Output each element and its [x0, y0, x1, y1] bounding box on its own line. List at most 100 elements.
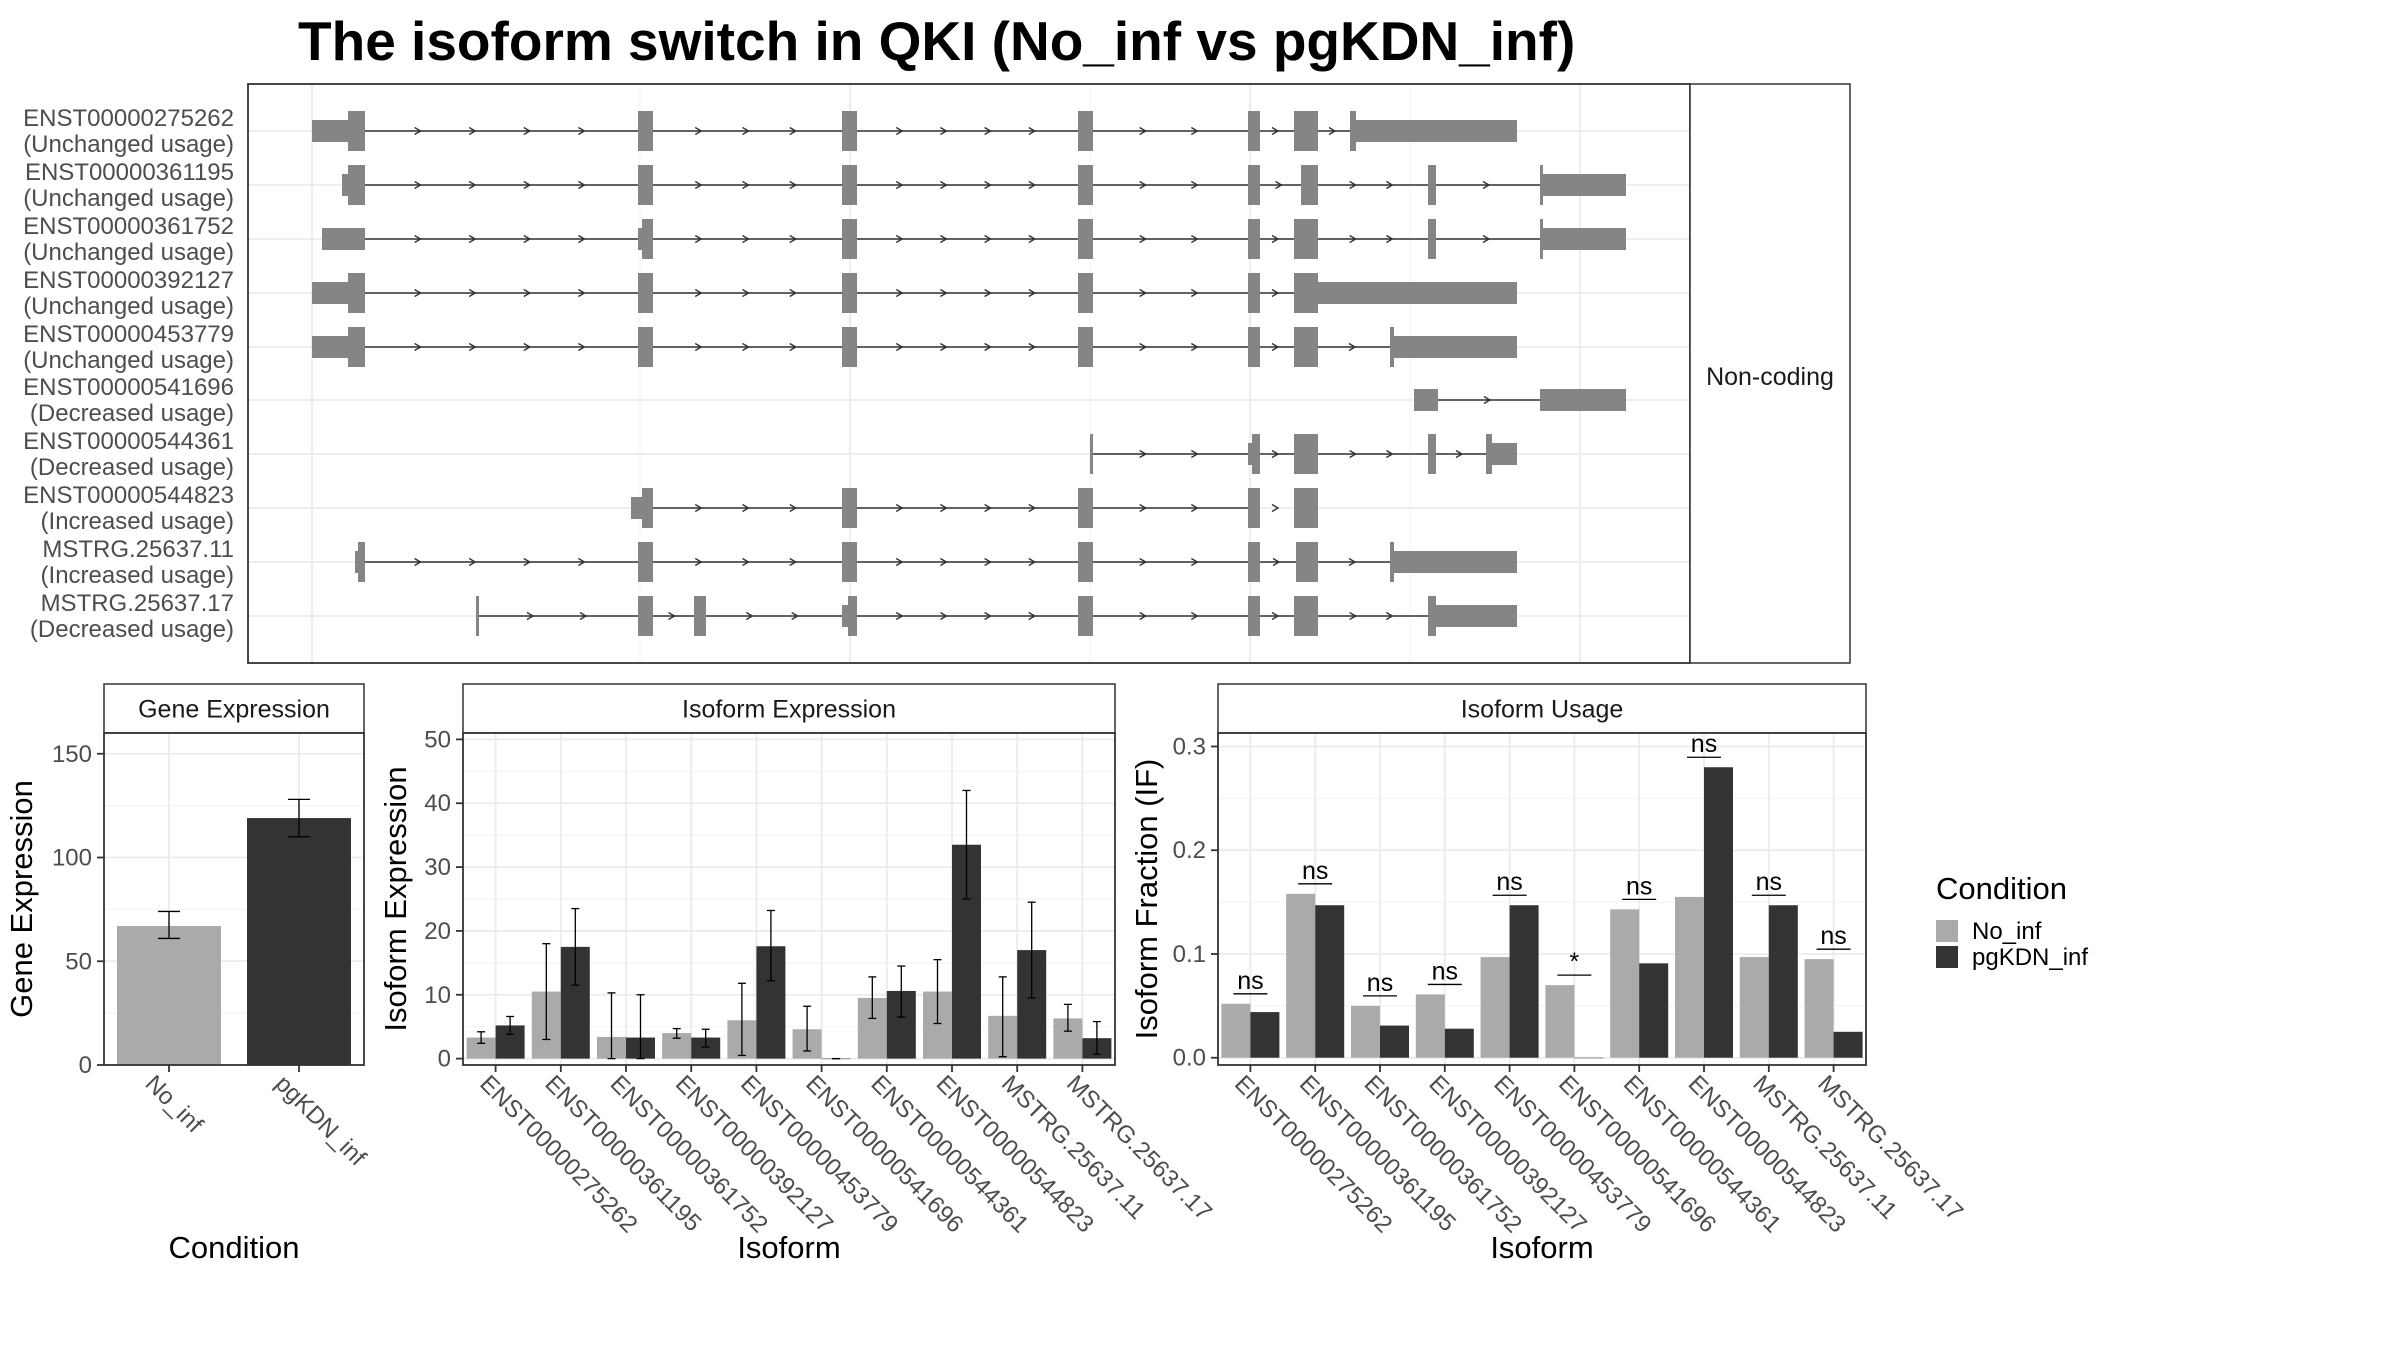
transcript-id-label: ENST00000541696: [23, 374, 234, 401]
significance-label: ns: [1367, 969, 1393, 997]
coding-exon: [1350, 111, 1356, 151]
coding-exon: [1078, 219, 1093, 259]
intron-arrow-icon: [1328, 126, 1337, 136]
coding-exon: [1248, 596, 1260, 636]
utr-exon: [1248, 443, 1252, 465]
panel-border: [1217, 732, 1867, 1066]
significance-label: ns: [1496, 868, 1522, 896]
intron-arrow-icon: [523, 342, 532, 352]
intron-arrow-icon: [1139, 557, 1148, 567]
bar-no_inf: [1480, 957, 1510, 1058]
utr-exon: [312, 282, 348, 304]
intron-arrow-icon: [414, 288, 422, 298]
intron-arrow-icon: [1271, 342, 1280, 352]
coding-exon: [348, 273, 365, 313]
coding-exon: [842, 488, 857, 528]
intron-arrow-icon: [1190, 503, 1199, 513]
intron-arrow-icon: [791, 611, 800, 621]
coding-exon: [642, 488, 653, 528]
intron-arrow-icon: [984, 180, 992, 190]
intron-arrow-icon: [414, 234, 422, 244]
intron-arrow-icon: [1482, 180, 1491, 190]
coding-exon: [638, 273, 653, 313]
utr-exon: [1394, 551, 1517, 573]
intron-arrow-icon: [789, 288, 798, 298]
coding-exon: [1540, 219, 1543, 259]
transcript-id-label: ENST00000392127: [23, 267, 234, 294]
coding-exon: [358, 542, 365, 582]
y-tick-label: 30: [424, 854, 451, 881]
y-tick-label: 100: [52, 845, 92, 872]
coding-exon: [1294, 273, 1318, 313]
transcript-id-label: MSTRG.25637.17: [41, 590, 234, 617]
bar-no_inf: [1351, 1005, 1380, 1058]
isoform-expression-panel: Isoform Expression01020304050ENST0000027…: [378, 683, 1217, 1265]
significance-label: ns: [1691, 730, 1717, 758]
utr-exon: [631, 497, 642, 519]
structure-plot-area: [248, 84, 1690, 663]
intron-arrow-icon: [578, 557, 586, 567]
bar-no_inf: [1804, 959, 1834, 1058]
y-axis-title: Gene Expression: [4, 780, 39, 1018]
transcript-usage-label: (Unchanged usage): [23, 347, 234, 374]
intron-arrow-icon: [895, 180, 904, 190]
intron-arrow-icon: [789, 234, 798, 244]
intron-arrow-icon: [1028, 288, 1037, 298]
coding-exon: [348, 327, 365, 367]
intron-arrow-icon: [984, 611, 992, 621]
intron-arrow-icon: [694, 180, 703, 190]
intron-arrow-icon: [1190, 611, 1199, 621]
gene-expression-panel: Gene Expression 0 50 100 150 No_inf pgKDN_inf G…: [4, 683, 371, 1265]
transcript-usage-label: (Unchanged usage): [23, 239, 234, 266]
intron-arrow-icon: [1190, 126, 1199, 136]
transcript-track: [312, 327, 1517, 367]
intron-arrow-icon: [940, 126, 948, 136]
transcript-usage-label: (Increased usage): [41, 562, 234, 589]
bar-no_inf: [1610, 909, 1640, 1058]
legend-key-pgkdn_inf: [1936, 946, 1958, 968]
transcript-track: [312, 273, 1517, 313]
intron-arrow-icon: [789, 342, 798, 352]
utr-exon: [1492, 443, 1517, 465]
transcript-id-label: ENST00000275262: [23, 105, 234, 132]
coding-exon: [642, 219, 653, 259]
intron-arrow-icon: [468, 557, 477, 567]
coding-exon: [1428, 219, 1436, 259]
coding-exon: [1078, 273, 1093, 313]
facet-strip-label: Gene Expression: [138, 696, 330, 724]
y-tick-label: 20: [424, 918, 451, 945]
figure-title: The isoform switch in QKI (No_inf vs pgK…: [298, 10, 1575, 72]
intron-arrow-icon: [1455, 449, 1464, 459]
utr-exon: [312, 120, 348, 142]
utr-exon: [842, 605, 848, 627]
significance-label: ns: [1237, 967, 1263, 995]
intron-arrow-icon: [1385, 234, 1394, 244]
intron-arrow-icon: [578, 234, 586, 244]
intron-arrow-icon: [1272, 557, 1281, 567]
coding-exon: [1248, 327, 1260, 367]
utr-exon: [355, 551, 358, 573]
intron-arrow-icon: [895, 288, 904, 298]
coding-exon: [1294, 434, 1318, 474]
intron-arrow-icon: [1028, 234, 1037, 244]
transcript-usage-label: (Unchanged usage): [23, 131, 234, 158]
intron-arrow-icon: [1028, 557, 1037, 567]
coding-exon: [842, 327, 857, 367]
intron-arrow-icon: [895, 126, 904, 136]
facet-strip-label: Isoform Usage: [1461, 696, 1624, 724]
coding-exon: [638, 165, 653, 205]
y-tick-label: 40: [424, 790, 451, 817]
intron-arrow-icon: [694, 234, 703, 244]
intron-arrow-icon: [468, 342, 477, 352]
utr-exon: [1543, 228, 1626, 250]
coding-exon: [638, 542, 653, 582]
transcript-id-label: ENST00000544361: [23, 428, 234, 455]
intron-arrow-icon: [1349, 180, 1358, 190]
intron-arrow-icon: [1139, 342, 1148, 352]
facet-strip: [1217, 683, 1867, 734]
intron-arrow-icon: [1385, 611, 1394, 621]
y-tick-label: 150: [52, 741, 92, 768]
transcript-track: [476, 596, 1517, 636]
intron-arrow-icon: [1349, 234, 1358, 244]
transcript-track: [631, 488, 1318, 528]
